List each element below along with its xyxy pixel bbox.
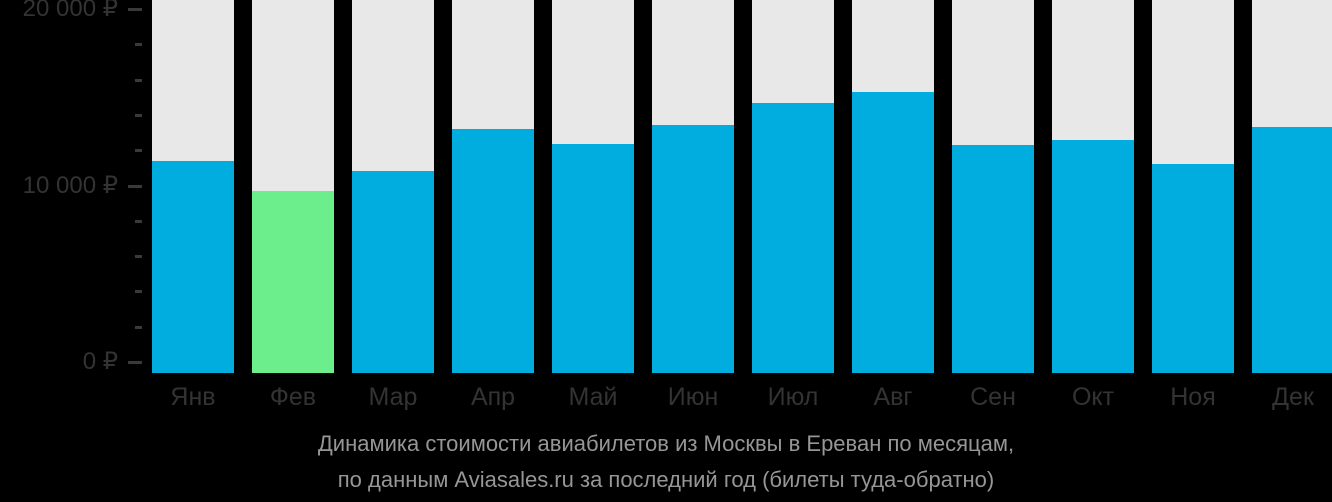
y-axis-minor-tick: [135, 255, 142, 259]
price-bar-Окт[interactable]: [1052, 140, 1134, 373]
price-bar-Сен[interactable]: [952, 145, 1034, 373]
month-label: Июн: [667, 383, 719, 411]
month-label: Дек: [1272, 383, 1314, 411]
price-bar-Ноя[interactable]: [1152, 164, 1234, 373]
price-bar-Июн[interactable]: [652, 125, 734, 373]
bar-column-Окт: [1052, 0, 1134, 373]
month-label: Окт: [1071, 383, 1115, 411]
bar-column-Июл: [752, 0, 834, 373]
y-axis-minor-tick: [135, 290, 142, 294]
month-label: Сен: [970, 383, 1016, 411]
y-axis-minor-tick: [135, 219, 142, 223]
month-label: Авг: [873, 383, 913, 411]
month-label: Май: [568, 383, 618, 411]
price-bar-Авг[interactable]: [852, 92, 934, 373]
price-bar-Апр[interactable]: [452, 129, 534, 373]
bar-column-Мар: [352, 0, 434, 373]
bar-column-Фев: [252, 0, 334, 373]
bar-column-Июн: [652, 0, 734, 373]
bar-column-Апр: [452, 0, 534, 373]
bar-column-Ноя: [1152, 0, 1234, 373]
y-axis-minor-tick: [135, 78, 142, 82]
chart-subtitle: по данным Aviasales.ru за последний год …: [337, 467, 995, 492]
price-bar-Фев[interactable]: [252, 191, 334, 373]
price-bar-Дек[interactable]: [1252, 127, 1332, 373]
y-axis-label: 10 000 ₽: [22, 171, 118, 199]
bar-column-Янв: [152, 0, 234, 373]
y-axis-minor-tick: [135, 325, 142, 329]
y-axis-label: 0 ₽: [82, 348, 118, 375]
chart-caption: Динамика стоимости авиабилетов из Москвы…: [0, 431, 1332, 493]
y-axis-major-tick: [128, 361, 142, 364]
price-bar-Май[interactable]: [552, 144, 634, 373]
bar-column-Сен: [952, 0, 1034, 373]
y-axis-minor-tick: [135, 149, 142, 153]
bar-column-Май: [552, 0, 634, 373]
y-axis-minor-tick: [135, 113, 142, 117]
month-label: Апр: [470, 383, 516, 411]
price-bar-Июл[interactable]: [752, 103, 834, 373]
month-label: Июл: [767, 383, 819, 411]
y-axis-minor-tick: [135, 43, 142, 47]
month-label: Ноя: [1170, 383, 1216, 411]
bar-column-Авг: [852, 0, 934, 373]
chart-title: Динамика стоимости авиабилетов из Москвы…: [317, 431, 1015, 456]
y-axis-major-tick: [128, 8, 142, 11]
month-label: Янв: [170, 383, 216, 411]
price-bar-Мар[interactable]: [352, 171, 434, 373]
y-axis-label: 20 000 ₽: [22, 0, 118, 22]
price-bar-Янв[interactable]: [152, 161, 234, 373]
bar-column-Дек: [1252, 0, 1332, 373]
month-label: Фев: [269, 383, 317, 411]
month-label: Мар: [368, 383, 418, 411]
y-axis-major-tick: [128, 184, 142, 188]
